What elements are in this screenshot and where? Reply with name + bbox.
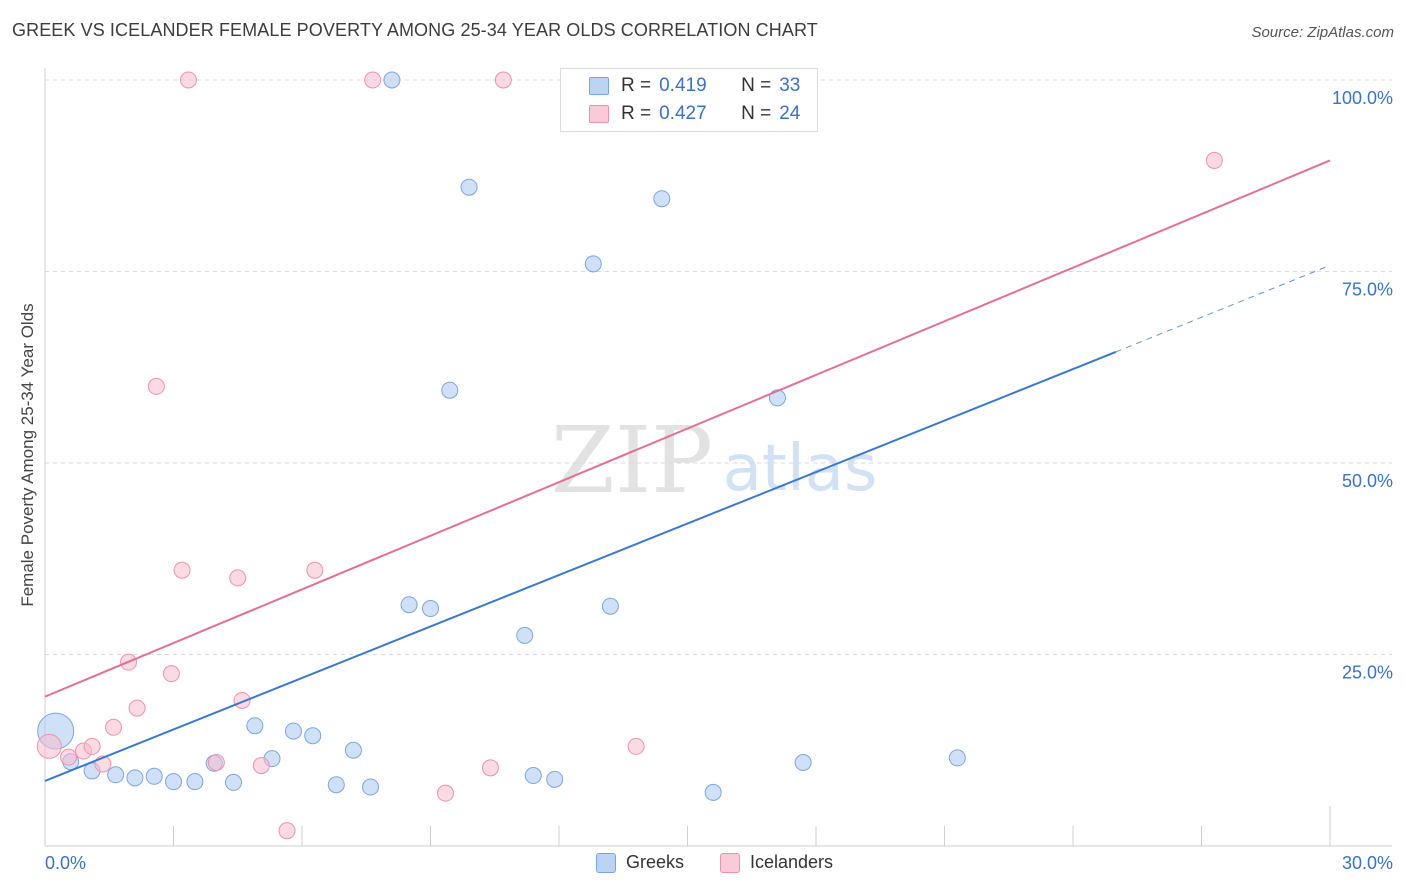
- icelander-point: [162, 665, 180, 683]
- watermark-zip: ZIP: [551, 407, 713, 514]
- greek-point: [284, 722, 302, 740]
- greek-point: [246, 717, 264, 735]
- greek-point: [344, 741, 362, 759]
- icelanders-r-label: R =: [621, 103, 652, 124]
- icelander-point: [481, 759, 499, 777]
- greek-point: [948, 749, 966, 767]
- greeks-swatch: [589, 77, 609, 95]
- icelanders-trend-line: [44, 159, 1331, 698]
- icelander-point: [252, 757, 270, 775]
- greeks-n-label: N =: [741, 75, 772, 96]
- greek-point: [524, 767, 542, 785]
- legend-greeks-label: Greeks: [626, 852, 685, 872]
- y-tick-label: 25.0%: [1342, 663, 1393, 683]
- greeks-n-value: 33: [779, 75, 801, 96]
- greek-point: [704, 783, 722, 801]
- y-tick-label: 100.0%: [1332, 88, 1393, 108]
- icelander-point: [1205, 151, 1223, 169]
- icelander-point: [229, 569, 247, 587]
- x-tick-label: 30.0%: [1342, 853, 1393, 873]
- legend-item-icelanders[interactable]: Icelanders: [720, 852, 833, 873]
- icelander-point: [173, 561, 191, 579]
- icelanders-n-label: N =: [741, 103, 772, 124]
- greek-point: [794, 754, 812, 772]
- greek-point: [224, 773, 242, 791]
- greek-point: [145, 767, 163, 785]
- greek-point: [422, 600, 439, 618]
- greek-point: [165, 773, 182, 791]
- greek-point: [601, 597, 619, 615]
- icelander-point: [306, 561, 324, 579]
- icelander-point: [128, 699, 146, 717]
- legend-icelanders-label: Icelanders: [750, 852, 834, 872]
- icelanders-n-value: 24: [779, 103, 801, 124]
- greek-point: [327, 776, 345, 794]
- icelander-point: [36, 733, 62, 759]
- greek-point: [186, 773, 204, 791]
- greeks-r-value: 0.419: [659, 75, 707, 96]
- chart-legend: Greeks Icelanders: [0, 852, 1406, 876]
- greeks-trend-line: [44, 351, 1117, 782]
- icelander-point: [83, 737, 101, 755]
- greek-point: [768, 389, 786, 407]
- icelander-point: [278, 822, 296, 840]
- icelander-point: [436, 784, 454, 802]
- greek-point: [400, 596, 418, 614]
- greeks-r-label: R =: [621, 75, 652, 96]
- watermark-atlas: atlas: [723, 432, 878, 506]
- icelander-point: [147, 377, 165, 395]
- greek-point: [107, 766, 125, 784]
- icelanders-swatch: [589, 105, 609, 123]
- icelander-point: [627, 737, 645, 755]
- stats-row-icelanders: R = 0.427 N = 24: [561, 101, 800, 127]
- icelander-point: [179, 71, 197, 89]
- greek-point: [362, 778, 380, 796]
- icelander-point: [60, 748, 78, 766]
- greek-point: [304, 727, 322, 745]
- y-tick-label: 75.0%: [1342, 280, 1393, 300]
- correlation-stats-box: R = 0.419 N = 33 R = 0.427 N = 24: [560, 68, 818, 132]
- source-credit: Source: ZipAtlas.com: [1251, 24, 1394, 41]
- legend-item-greeks[interactable]: Greeks: [596, 852, 684, 873]
- greek-point: [584, 255, 602, 273]
- greek-point: [441, 381, 459, 399]
- greek-point: [383, 71, 401, 89]
- y-tick-label: 50.0%: [1342, 471, 1393, 491]
- icelander-point: [494, 71, 512, 89]
- icelander-point: [207, 754, 225, 772]
- greek-point: [460, 178, 478, 196]
- greeks-trend-extension: [1115, 264, 1331, 353]
- greek-point: [653, 190, 671, 208]
- y-axis-label: Female Poverty Among 25-34 Year Olds: [18, 303, 37, 607]
- stats-row-greeks: R = 0.419 N = 33: [561, 73, 800, 99]
- greek-point: [126, 769, 144, 787]
- legend-greeks-swatch: [596, 852, 616, 873]
- legend-icelanders-swatch: [720, 852, 740, 873]
- icelander-point: [364, 71, 382, 89]
- x-tick-label: 0.0%: [45, 853, 86, 873]
- icelanders-r-value: 0.427: [659, 103, 707, 124]
- chart-title: GREEK VS ICELANDER FEMALE POVERTY AMONG …: [12, 20, 818, 40]
- greek-point: [546, 770, 564, 788]
- icelander-point: [105, 718, 123, 736]
- greek-point: [516, 626, 534, 644]
